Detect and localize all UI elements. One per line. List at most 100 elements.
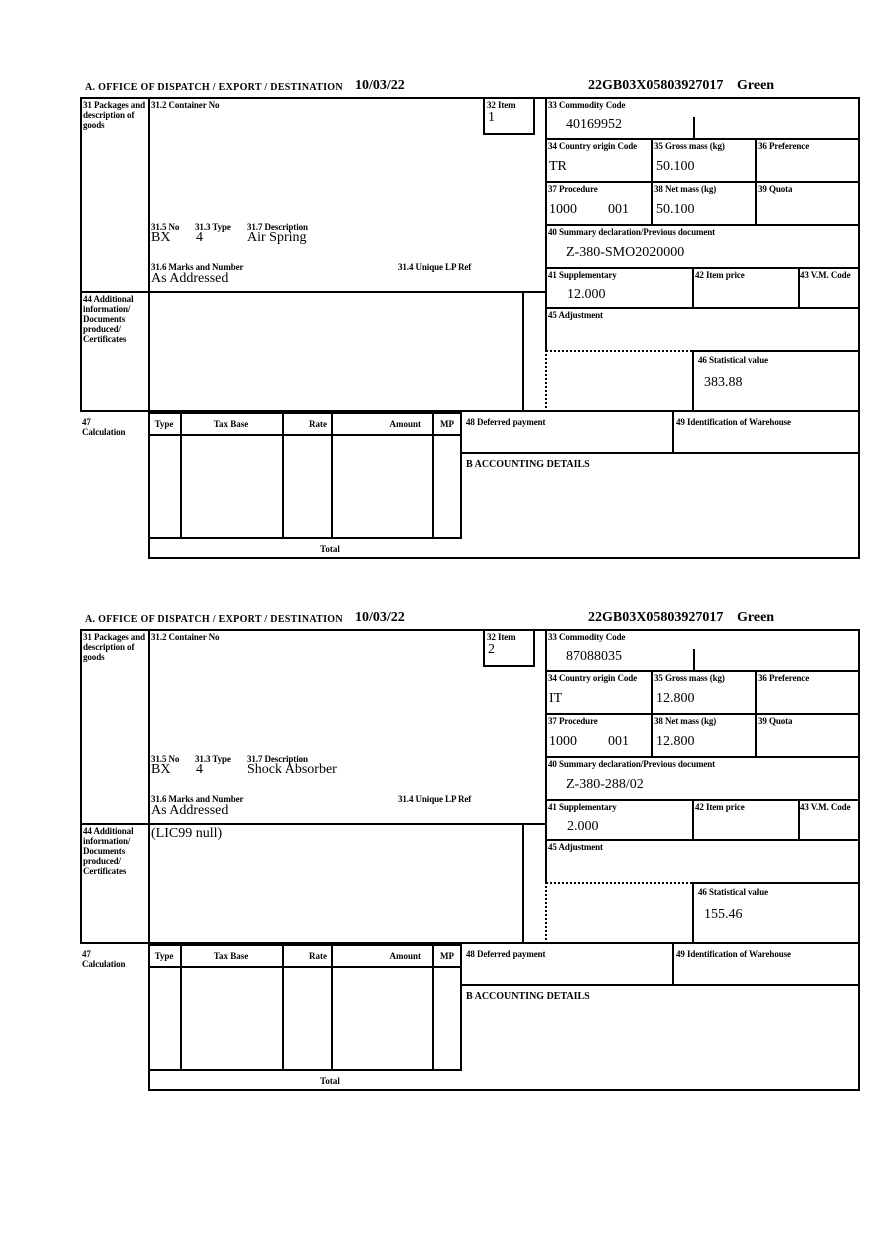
- column-divider: [692, 799, 694, 841]
- column-header-amount: Amount: [389, 419, 421, 429]
- right-border: [858, 944, 860, 1071]
- box-37-label: 37 Procedure: [548, 716, 598, 726]
- row-divider: [545, 799, 860, 801]
- marks-and-number-value: As Addressed: [151, 803, 229, 818]
- box-34-label: 34 Country origin Code: [548, 673, 638, 683]
- total-label: Total: [320, 544, 340, 554]
- form-outer-border: [80, 629, 860, 944]
- box-31-2-label: 31.2 Container No: [151, 100, 220, 110]
- box-41-label: 41 Supplementary: [548, 270, 617, 280]
- box-45-label: 45 Adjustment: [548, 310, 603, 320]
- box-48-label: 48 Deferred payment: [466, 949, 546, 959]
- declaration-reference: 22GB03X05803927017: [588, 78, 724, 93]
- box-31-4-label: 31.4 Unique LP Ref: [398, 794, 472, 804]
- table-column-divider: [180, 412, 182, 539]
- goods-description-value: Air Spring: [247, 230, 307, 245]
- table-column-divider: [432, 944, 434, 1071]
- table-header-divider: [148, 966, 462, 968]
- box-46-border: [692, 882, 860, 944]
- commodity-code-separator-tick: [693, 117, 695, 138]
- column-header-type: Type: [154, 419, 174, 429]
- accounting-top-divider: [462, 452, 860, 454]
- column-divider: [755, 670, 757, 758]
- column-header-mp: MP: [440, 951, 454, 961]
- box-43-label: 43 V.M. Code: [800, 802, 851, 812]
- box-39-label: 39 Quota: [758, 184, 793, 194]
- packages-no-value: BX: [151, 762, 171, 777]
- form-outer-border: [80, 97, 860, 412]
- box-44-top-divider: [80, 291, 545, 293]
- box-40-label: 40 Summary declaration/Previous document: [548, 227, 716, 237]
- total-label: Total: [320, 1076, 340, 1086]
- left-column-divider: [148, 97, 150, 412]
- table-column-divider: [282, 412, 284, 539]
- table-column-divider: [331, 412, 333, 539]
- table-header-divider: [148, 434, 462, 436]
- box-47-label: 47 Calculation: [82, 949, 126, 969]
- table-column-divider: [331, 944, 333, 1071]
- accounting-top-divider: [462, 984, 860, 986]
- goods-description-value: Shock Absorber: [247, 762, 337, 777]
- dotted-horizontal-line: [546, 350, 692, 352]
- mid-right-divider: [545, 629, 547, 882]
- box-38-label: 38 Net mass (kg): [654, 184, 717, 194]
- box-44-top-divider: [80, 823, 545, 825]
- box-31-5-label: 31.5 No: [151, 222, 180, 232]
- box-37-label: 37 Procedure: [548, 184, 598, 194]
- box-46-label: 46 Statistical value: [698, 887, 768, 897]
- box-33-label: 33 Commodity Code: [548, 100, 626, 110]
- box-31-label: 31 Packages and description of goods: [83, 100, 146, 130]
- supplementary-value: 2.000: [567, 819, 599, 834]
- box-39-label: 39 Quota: [758, 716, 793, 726]
- packages-no-value: BX: [151, 230, 171, 245]
- declaration-reference: 22GB03X05803927017: [588, 610, 724, 625]
- additional-information-value: (LIC99 null): [151, 826, 223, 841]
- box-34-label: 34 Country origin Code: [548, 141, 638, 151]
- box-45-label: 45 Adjustment: [548, 842, 603, 852]
- box-32-border: [483, 629, 535, 667]
- commodity-code-value: 87088035: [566, 649, 622, 664]
- box-41-label: 41 Supplementary: [548, 802, 617, 812]
- summary-declaration-value: Z-380-SMO2020000: [566, 245, 685, 260]
- row-divider: [545, 756, 860, 758]
- commodity-code-value: 40169952: [566, 117, 622, 132]
- box-48-label: 48 Deferred payment: [466, 417, 546, 427]
- accounting-details-label: B ACCOUNTING DETAILS: [466, 459, 590, 470]
- box-31-5-label: 31.5 No: [151, 754, 180, 764]
- marks-and-number-value: As Addressed: [151, 271, 229, 286]
- box-35-label: 35 Gross mass (kg): [654, 141, 725, 151]
- packages-type-value: 4: [196, 762, 203, 777]
- box-42-label: 42 Item price: [695, 270, 745, 280]
- box-47-label: 47 Calculation: [82, 417, 126, 437]
- mid-right-divider: [545, 97, 547, 350]
- column-header-tax-base: Tax Base: [213, 419, 249, 429]
- column-header-tax-base: Tax Base: [213, 951, 249, 961]
- dotted-vertical-line: [545, 350, 547, 412]
- column-divider: [755, 138, 757, 226]
- gross-mass-value: 50.100: [656, 159, 695, 174]
- box-31-label: 31 Packages and description of goods: [83, 632, 146, 662]
- row-divider: [545, 839, 860, 841]
- commodity-code-separator-tick: [693, 649, 695, 670]
- box-31-4-label: 31.4 Unique LP Ref: [398, 262, 472, 272]
- routing-status: Green: [737, 610, 775, 625]
- column-header-type: Type: [154, 951, 174, 961]
- row-divider: [545, 181, 860, 183]
- box-48-49-divider: [672, 944, 674, 986]
- box-32-label: 32 Item: [487, 100, 516, 110]
- column-divider: [798, 267, 800, 309]
- procedure-value-1: 1000: [549, 734, 577, 749]
- box-44-right-divider: [522, 823, 524, 944]
- box-31-3-label: 31.3 Type: [195, 222, 231, 232]
- left-column-divider: [148, 629, 150, 944]
- table-column-divider: [432, 412, 434, 539]
- box-31-6-label: 31.6 Marks and Number: [151, 262, 244, 272]
- column-header-amount: Amount: [389, 951, 421, 961]
- box-36-label: 36 Preference: [758, 673, 810, 683]
- box-46-label: 46 Statistical value: [698, 355, 768, 365]
- box-44-label: 44 Additional information/ Documents pro…: [83, 826, 134, 876]
- box-31-7-label: 31.7 Description: [247, 754, 308, 764]
- box-35-label: 35 Gross mass (kg): [654, 673, 725, 683]
- row-divider: [545, 670, 860, 672]
- column-header-rate: Rate: [309, 951, 327, 961]
